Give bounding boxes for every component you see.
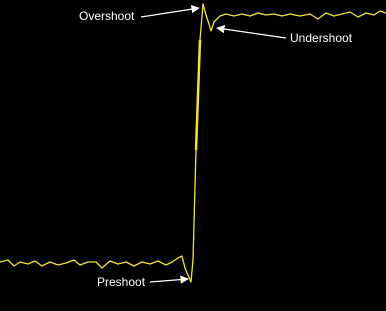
- waveform: [0, 3, 386, 283]
- rising-edge: [194, 39, 202, 151]
- preshoot-label: Preshoot: [97, 275, 146, 289]
- undershoot-arrow: [216, 24, 287, 39]
- overshoot-label: Overshoot: [79, 9, 135, 23]
- preshoot-arrow: [149, 275, 189, 284]
- overshoot-arrow: [140, 5, 200, 18]
- undershoot-label: Undershoot: [290, 31, 353, 45]
